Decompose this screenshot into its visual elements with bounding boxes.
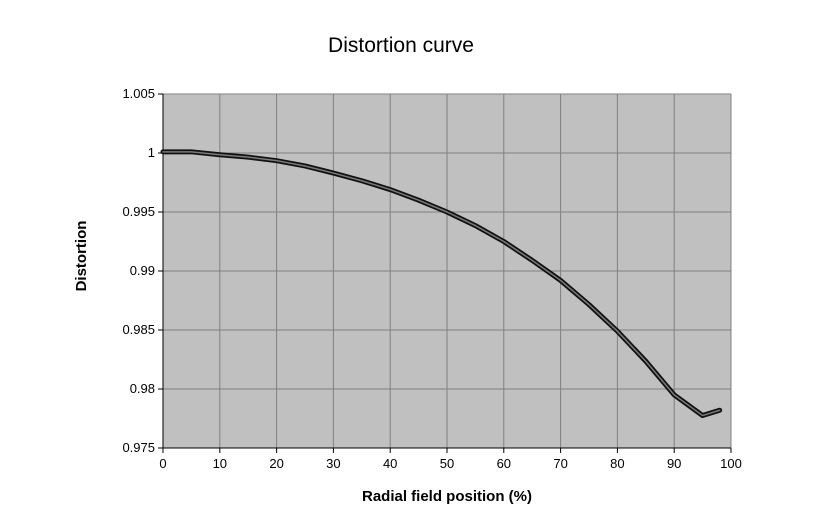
y-tick-label: 0.995 [122, 204, 155, 219]
x-tick-label: 10 [213, 456, 227, 471]
series [160, 149, 723, 419]
y-tick-label: 0.99 [130, 263, 155, 278]
y-tick-label: 0.985 [122, 322, 155, 337]
x-tick-label: 60 [497, 456, 511, 471]
x-tick-label: 0 [159, 456, 166, 471]
x-tick-label: 20 [269, 456, 283, 471]
x-tick-label: 90 [667, 456, 681, 471]
chart-title: Distortion curve [328, 34, 474, 57]
y-tick-label: 0.98 [130, 381, 155, 396]
x-tick-label: 50 [440, 456, 454, 471]
x-tick-label: 70 [553, 456, 567, 471]
x-tick-label: 80 [610, 456, 624, 471]
x-tick-label: 40 [383, 456, 397, 471]
series-line [162, 151, 721, 417]
x-tick-label: 30 [326, 456, 340, 471]
x-tick-label: 100 [720, 456, 742, 471]
y-tick-label: 1.005 [122, 86, 155, 101]
y-tick-label: 1 [148, 145, 155, 160]
y-tick-label: 0.975 [122, 440, 155, 455]
tick-labels: 0 10 20 30 40 50 60 70 80 90 100 0.975 0.98 0.985 0.99… [122, 86, 741, 471]
x-axis-label: Radial field position (%) [362, 488, 532, 505]
y-axis-label: Distortion [73, 221, 90, 292]
